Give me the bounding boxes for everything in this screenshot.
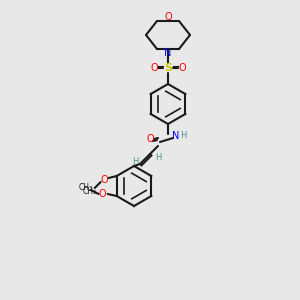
Text: O: O [164, 12, 172, 22]
Text: CH₃: CH₃ [79, 184, 93, 193]
Text: CH₃: CH₃ [82, 187, 97, 196]
Text: N: N [164, 48, 172, 58]
Text: O: O [99, 189, 106, 199]
Text: O: O [150, 63, 158, 73]
Text: O: O [101, 175, 109, 185]
Text: S: S [164, 63, 172, 73]
Text: H: H [180, 131, 186, 140]
Text: H: H [155, 152, 161, 161]
Text: O: O [146, 134, 154, 144]
Text: O: O [178, 63, 186, 73]
Text: N: N [172, 131, 180, 141]
Text: H: H [132, 157, 138, 166]
